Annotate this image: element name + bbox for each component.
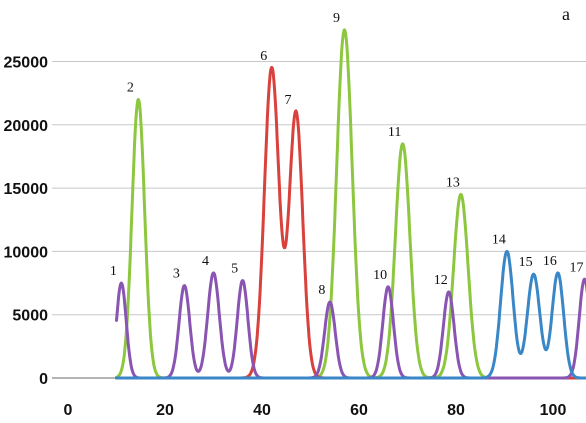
panel-label: a <box>562 4 570 24</box>
x-tick-label-20: 20 <box>156 402 174 419</box>
x-tick-label-100: 100 <box>540 402 567 419</box>
series-line-purple <box>115 271 586 380</box>
y-tick-label-20000: 20000 <box>4 118 49 135</box>
tick-labels: 0500010000150002000025000020406080100120 <box>4 55 567 420</box>
peak-label-2: 2 <box>127 80 134 95</box>
peak-label-14: 14 <box>492 232 506 247</box>
y-tick-label-25000: 25000 <box>4 55 49 72</box>
series-line-blue <box>115 249 586 380</box>
series-lines <box>115 28 586 380</box>
peak-label-5: 5 <box>231 262 238 277</box>
y-tick-label-15000: 15000 <box>4 181 49 198</box>
peak-label-15: 15 <box>519 255 533 270</box>
peak-label-7: 7 <box>284 93 291 108</box>
peak-label-1: 1 <box>110 264 117 279</box>
peak-label-12: 12 <box>434 273 448 288</box>
y-tick-label-5000: 5000 <box>12 308 48 325</box>
y-tick-label-0: 0 <box>39 371 48 388</box>
peak-label-9: 9 <box>333 11 340 26</box>
peak-labels: 29111319671345810121718141516 <box>110 11 584 298</box>
peak-label-6: 6 <box>260 49 267 64</box>
peak-label-11: 11 <box>388 125 401 140</box>
peak-label-16: 16 <box>543 254 557 269</box>
peak-label-10: 10 <box>373 268 387 283</box>
x-tick-label-60: 60 <box>350 402 368 419</box>
peak-label-13: 13 <box>446 175 460 190</box>
y-tick-label-10000: 10000 <box>4 244 49 261</box>
peak-label-17: 17 <box>570 260 584 275</box>
x-tick-label-40: 40 <box>253 402 271 419</box>
x-tick-label-80: 80 <box>447 402 465 419</box>
peak-label-3: 3 <box>173 267 180 282</box>
peak-label-4: 4 <box>202 254 209 269</box>
peak-label-8: 8 <box>318 283 325 298</box>
x-tick-label-0: 0 <box>64 402 73 419</box>
